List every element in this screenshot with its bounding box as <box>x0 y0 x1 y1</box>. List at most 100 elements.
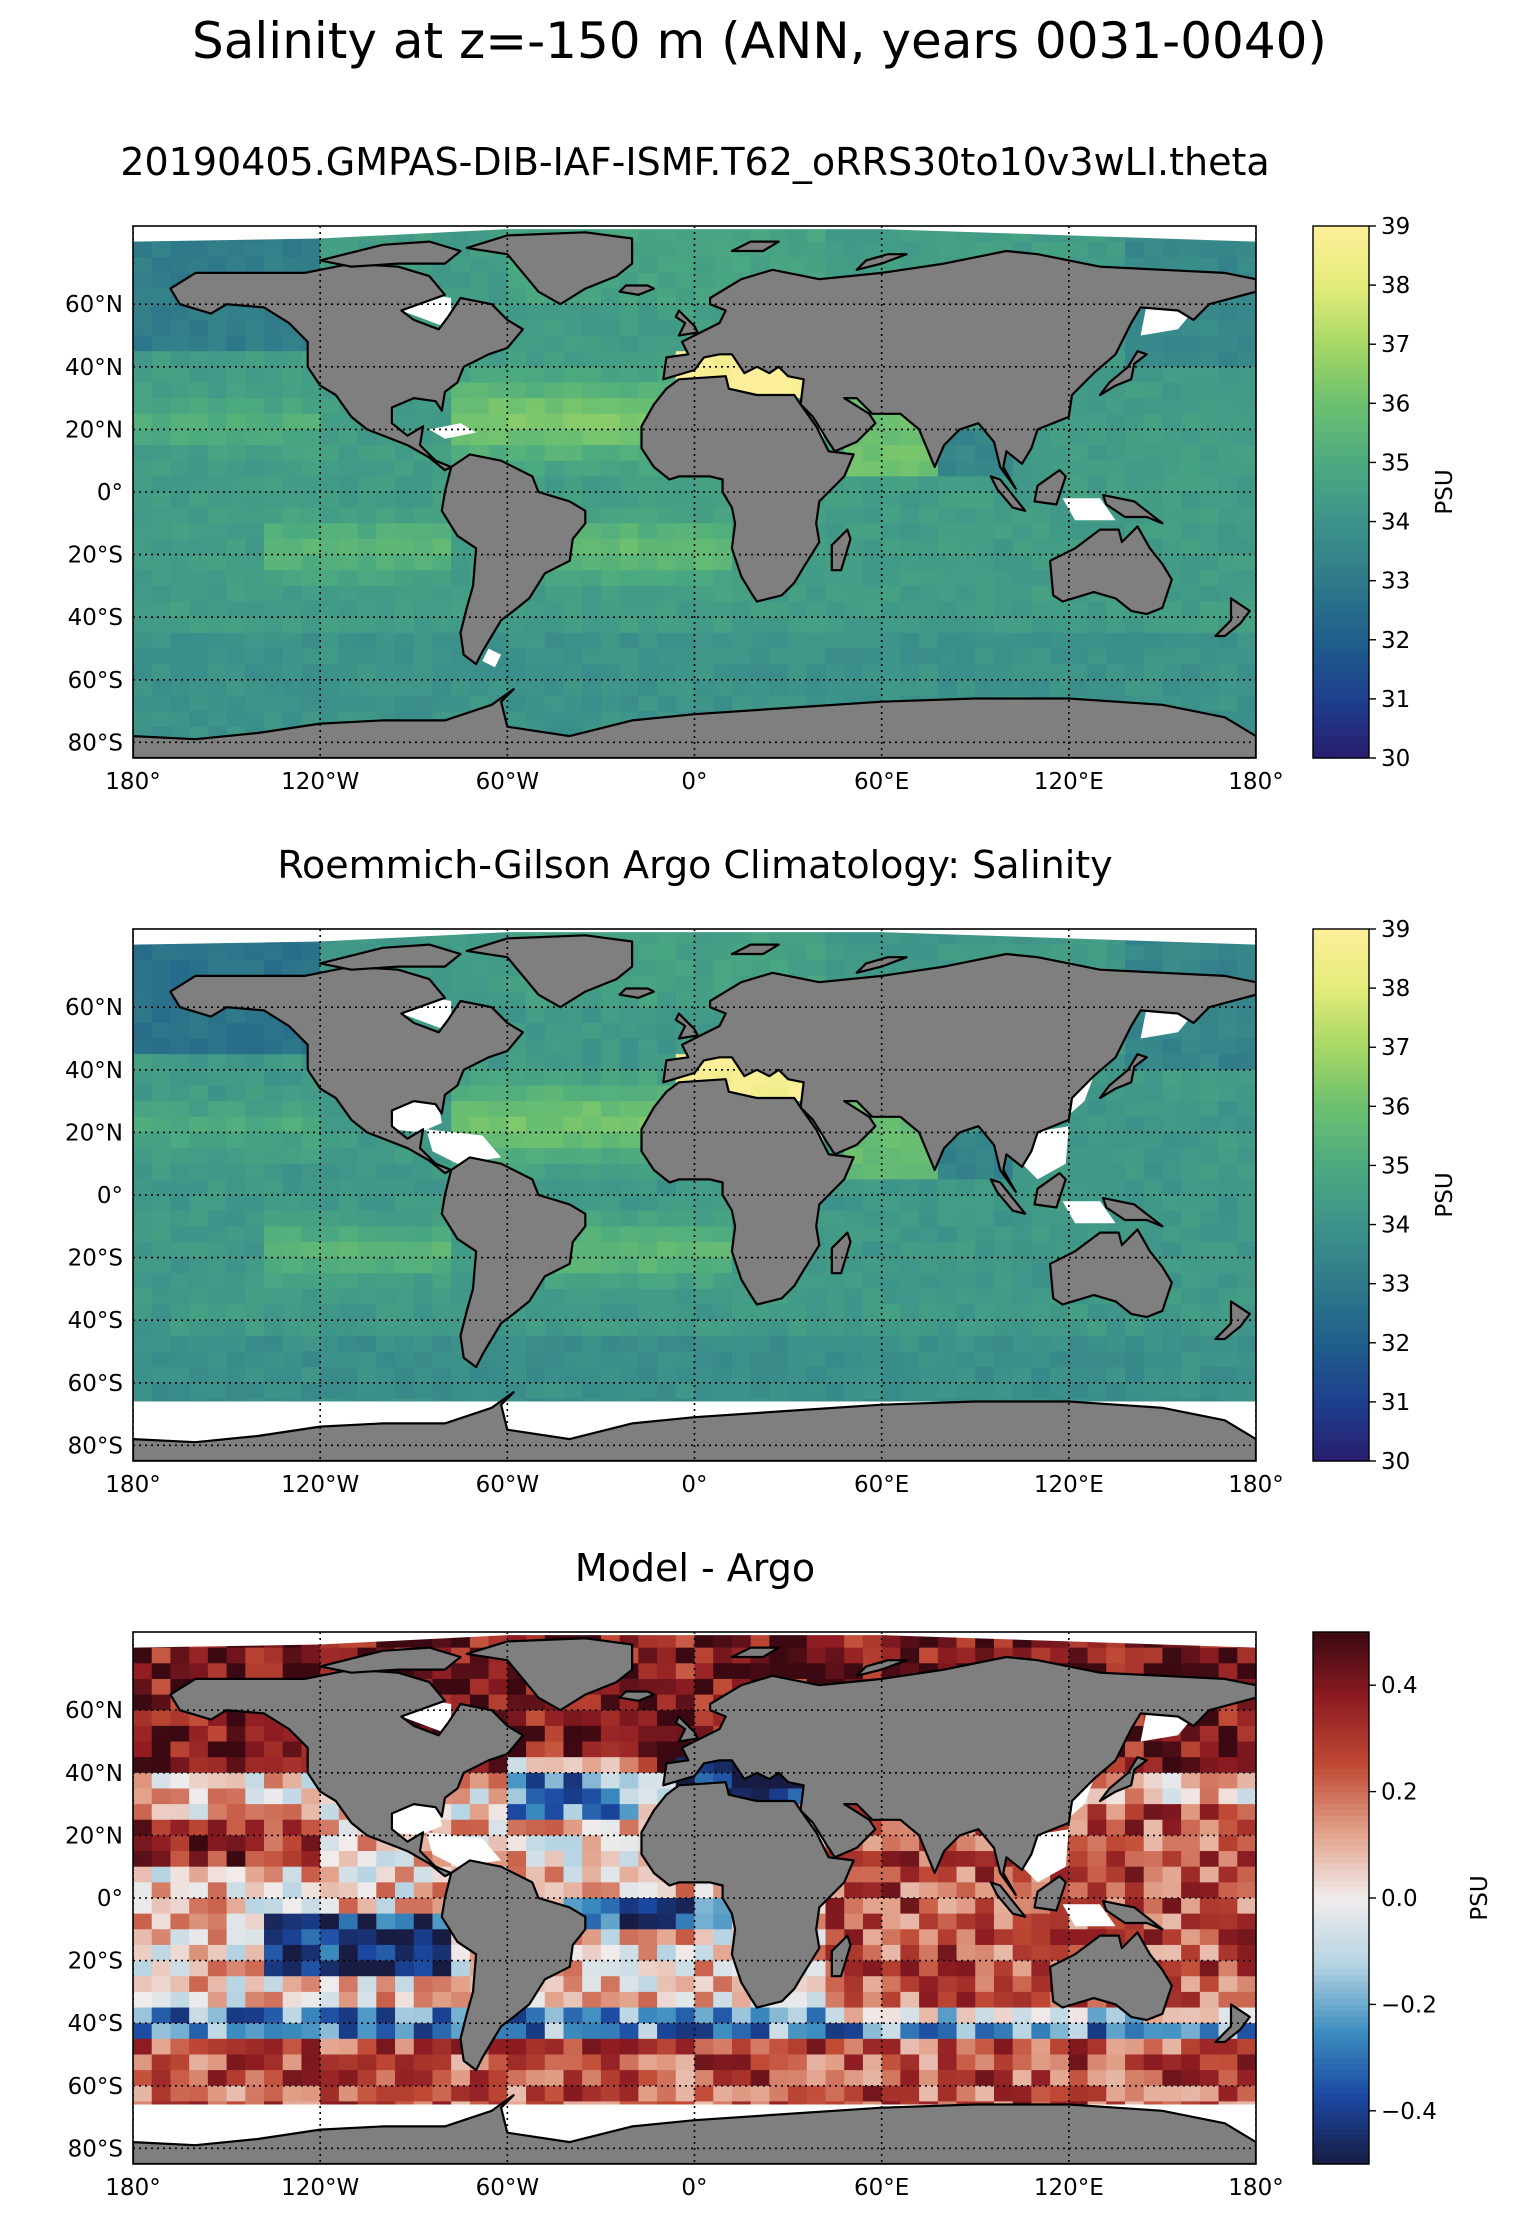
field-cell <box>1087 1304 1107 1321</box>
field-cell <box>320 1273 340 1290</box>
field-cell <box>619 1085 639 1102</box>
field-cell <box>731 1335 752 1353</box>
field-cell <box>170 944 190 961</box>
field-cell <box>1237 1335 1256 1353</box>
colorbar-segment <box>1313 1082 1369 1090</box>
field-cell <box>1181 1195 1201 1212</box>
field-cell <box>282 257 303 274</box>
field-cell <box>1237 257 1256 274</box>
field-cell <box>207 1038 228 1055</box>
field-cell <box>226 1179 246 1196</box>
field-cell <box>1162 335 1182 352</box>
field-cell <box>600 1069 621 1087</box>
field-cell <box>189 1320 209 1337</box>
field-cell <box>1087 1163 1107 1180</box>
x-tick-label: 60°W <box>476 1472 540 1498</box>
field-cell <box>189 1163 209 1180</box>
field-cell <box>264 1148 284 1165</box>
field-cell <box>320 1320 340 1337</box>
field-cell <box>862 1351 883 1368</box>
field-cell <box>900 1195 920 1212</box>
field-cell <box>675 1273 696 1290</box>
field-cell <box>1181 257 1201 274</box>
field-cell <box>1162 1085 1182 1102</box>
field-cell <box>582 1116 602 1134</box>
field-cell <box>544 1101 565 1118</box>
figure-suptitle: Salinity at z=-150 m (ANN, years 0031-00… <box>192 12 1327 70</box>
field-cell <box>282 1148 303 1165</box>
field-cell <box>264 1022 284 1040</box>
field-cell <box>638 1663 658 1680</box>
field-cell <box>1143 335 1164 352</box>
field-cell <box>1162 1195 1182 1212</box>
field-cell <box>1143 1179 1164 1196</box>
field-cell <box>806 257 827 274</box>
field-cell <box>638 1757 658 1774</box>
field-cell <box>1106 944 1126 961</box>
y-tick-label: 20°S <box>68 1246 123 1272</box>
field-cell <box>282 944 303 961</box>
field-cell <box>133 1226 153 1243</box>
field-cell <box>133 1273 153 1290</box>
field-cell <box>937 1210 958 1227</box>
field-cell <box>189 335 209 352</box>
field-cell <box>900 1226 920 1243</box>
field-cell <box>919 1257 939 1274</box>
field-cell <box>657 241 677 258</box>
field-cell <box>207 1085 228 1102</box>
field-cell <box>1199 319 1220 337</box>
field-cell <box>376 1304 396 1321</box>
field-cell <box>619 1148 639 1165</box>
field-cell <box>451 975 471 993</box>
field-cell <box>956 1163 976 1180</box>
field-cell <box>563 351 583 368</box>
field-cell <box>226 1210 246 1227</box>
field-cell <box>582 366 602 384</box>
field-cell <box>713 1663 733 1680</box>
field-cell <box>619 1195 639 1212</box>
field-cell <box>956 1367 976 1384</box>
field-cell <box>207 1320 228 1337</box>
field-cell <box>600 429 621 446</box>
field-cell <box>600 1304 621 1321</box>
field-cell <box>282 1054 303 1071</box>
field-cell <box>563 1038 583 1055</box>
field-cell <box>788 1304 808 1321</box>
field-cell <box>151 288 172 305</box>
colorbar-tick-label: 38 <box>1381 976 1410 1002</box>
field-cell <box>320 1257 340 1274</box>
field-cell <box>675 1288 696 1306</box>
field-cell <box>357 1320 377 1337</box>
field-cell <box>526 382 546 399</box>
field-cell <box>432 1335 452 1353</box>
field-cell <box>731 1351 752 1368</box>
colorbar-tick-label: 36 <box>1381 1094 1410 1120</box>
field-cell <box>133 1210 153 1227</box>
field-cell <box>881 1320 901 1337</box>
field-cell <box>282 1163 303 1180</box>
field-cell <box>338 1351 359 1368</box>
field-cell <box>357 1335 377 1353</box>
field-cell <box>937 1647 958 1664</box>
field-cell <box>1012 1382 1032 1400</box>
field-cell <box>900 1304 920 1321</box>
field-cell <box>338 1195 359 1212</box>
field-cell <box>207 1304 228 1321</box>
field-cell <box>170 1022 190 1040</box>
field-cell <box>170 304 190 321</box>
field-cell <box>600 1320 621 1337</box>
field-cell <box>151 366 172 384</box>
field-cell <box>881 1335 901 1353</box>
field-cell <box>750 1320 770 1337</box>
field-cell <box>544 429 565 446</box>
field-cell <box>806 1304 827 1321</box>
field-cell <box>731 1320 752 1337</box>
field-cell <box>1199 1101 1220 1118</box>
field-cell <box>1068 1320 1089 1337</box>
field-cell <box>469 1678 490 1696</box>
field-cell <box>881 1132 901 1149</box>
field-cell <box>507 1710 527 1727</box>
colorbar-segment <box>1313 1135 1369 1143</box>
field-cell <box>432 1351 452 1368</box>
field-cell <box>600 1351 621 1368</box>
